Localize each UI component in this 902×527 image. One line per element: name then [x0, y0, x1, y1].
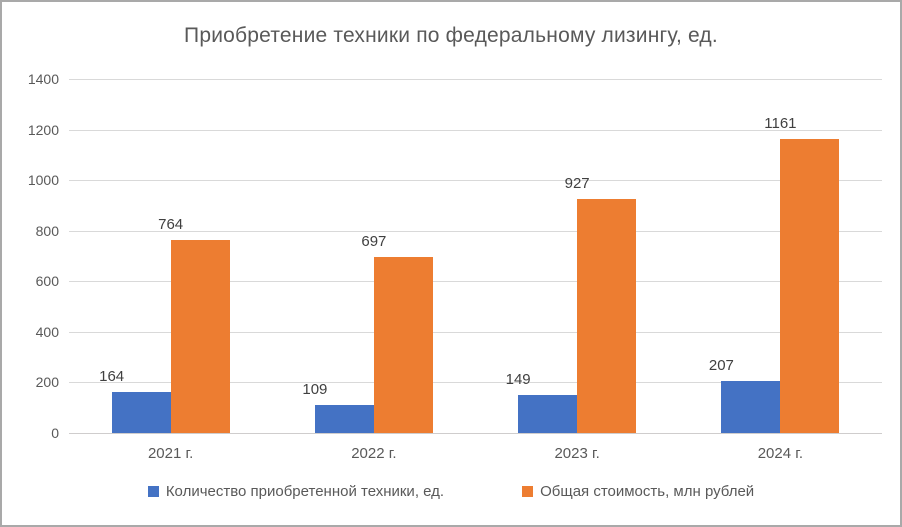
x-axis-labels: 2021 г. 2022 г. 2023 г. 2024 г. — [69, 445, 882, 465]
bar-group: 207 1161 — [679, 79, 882, 433]
x-category-label: 2022 г. — [351, 445, 397, 462]
legend-label-quantity: Количество приобретенной техники, ед. — [165, 483, 445, 500]
data-label: 149 — [505, 371, 531, 389]
data-label: 164 — [99, 367, 125, 385]
x-category-label: 2023 г. — [554, 445, 600, 462]
y-tick-label: 0 — [51, 425, 59, 441]
bar-quantity[interactable]: 207 — [709, 357, 781, 433]
y-tick-label: 1400 — [27, 71, 59, 87]
bar-cost[interactable]: 764 — [158, 216, 230, 433]
bar-quantity[interactable]: 149 — [506, 371, 578, 433]
plot-area: 0 200 400 600 800 1000 1200 1400 164 764 109 697 149… — [28, 71, 882, 441]
x-category-label: 2024 г. — [757, 445, 804, 462]
data-label: 109 — [302, 381, 328, 399]
y-tick-label: 1000 — [27, 172, 59, 189]
legend-item-cost[interactable]: Общая стоимость, млн рублей — [522, 483, 754, 500]
legend-marker-quantity-icon — [147, 486, 159, 497]
bar-cost[interactable]: 927 — [565, 175, 637, 433]
y-tick-label: 400 — [35, 323, 59, 340]
x-category-label: 2021 г. — [147, 445, 194, 462]
bar-group: 109 697 — [272, 79, 475, 433]
legend-label-cost: Общая стоимость, млн рублей — [540, 483, 755, 500]
gridline — [69, 180, 882, 182]
legend-item-quantity[interactable]: Количество приобретенной техники, ед. — [147, 483, 445, 500]
y-tick-label: 1200 — [27, 121, 59, 138]
bar-group: 149 927 — [476, 79, 679, 433]
bar-cost[interactable]: 1161 — [764, 115, 840, 433]
x-axis-line — [69, 433, 882, 434]
bar-cost[interactable]: 697 — [361, 233, 433, 433]
y-tick-label: 800 — [35, 222, 59, 239]
data-label: 927 — [564, 174, 590, 192]
data-label: 207 — [708, 356, 734, 374]
gridline — [69, 382, 882, 384]
data-label: 697 — [361, 232, 387, 250]
bar-quantity[interactable]: 109 — [302, 381, 374, 433]
gridline — [69, 79, 882, 80]
gridline — [69, 129, 882, 131]
legend-marker-cost-icon — [522, 486, 534, 497]
chart-title: Приобретение техники по федеральному лиз… — [184, 24, 718, 47]
data-label: 1161 — [764, 115, 797, 133]
data-label: 764 — [158, 215, 184, 233]
gridline — [69, 331, 882, 333]
gridline — [69, 281, 882, 283]
gridline — [69, 230, 882, 232]
legend: Количество приобретенной техники, ед. Об… — [2, 483, 900, 500]
bar-group: 164 764 — [69, 79, 272, 433]
y-tick-label: 600 — [35, 273, 59, 290]
bar-quantity[interactable]: 164 — [99, 368, 171, 433]
y-tick-label: 200 — [35, 374, 59, 391]
